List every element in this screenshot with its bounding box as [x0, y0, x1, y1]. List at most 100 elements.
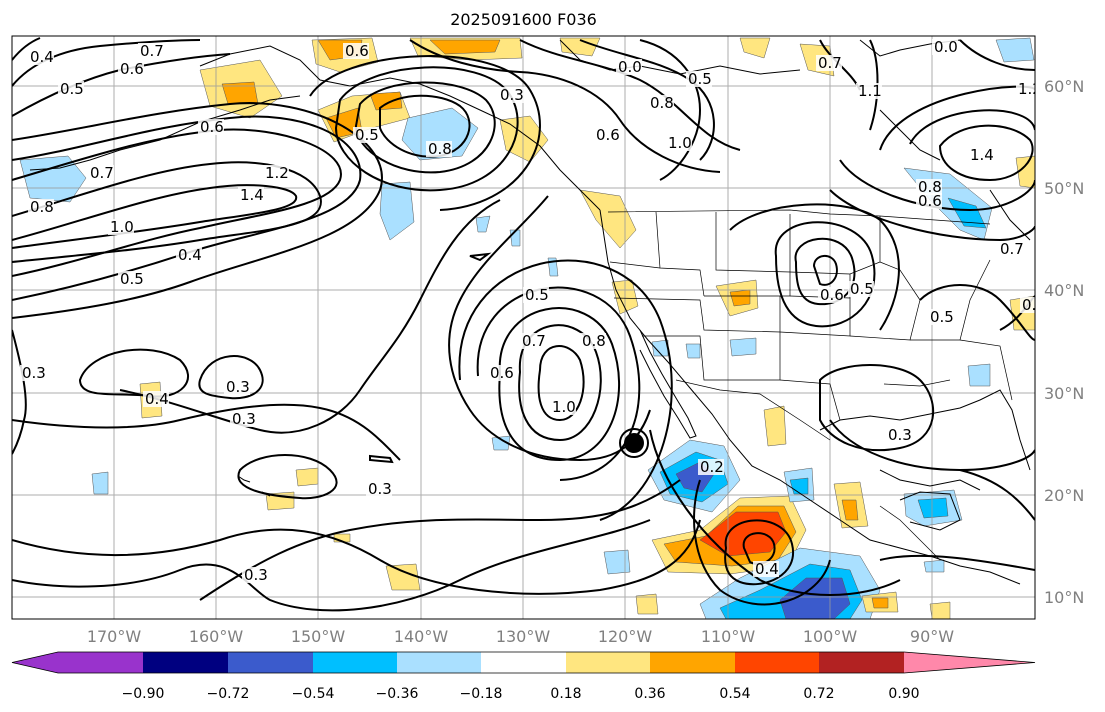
positive-anomaly-patch	[763, 405, 787, 447]
negative-anomaly-patch	[475, 215, 491, 233]
contour-label: 0.6	[596, 126, 620, 144]
contour-label: 1.1	[858, 82, 882, 100]
colorbar-segment	[313, 652, 397, 673]
contour-label-bg	[488, 365, 514, 381]
colorbar-label: 0.54	[719, 686, 750, 702]
contour-label: 0.6	[345, 42, 369, 60]
contour-label: 0.4	[30, 48, 54, 66]
negative-anomaly-patch	[491, 435, 511, 451]
contour-label: 0.4	[755, 560, 779, 578]
contour-label-bg	[523, 287, 549, 303]
contour-label: 0.3	[244, 566, 268, 584]
colorbar-segment	[58, 652, 143, 673]
colorbar-extend-high	[904, 652, 1035, 673]
contour-label-bg	[856, 83, 882, 99]
contour-label: 1.0	[552, 398, 576, 416]
positive-anomaly-patch	[295, 467, 319, 487]
positive-anomaly-patch	[385, 563, 421, 591]
contour-label: 0.5	[355, 126, 379, 144]
contour-label-bg	[753, 561, 779, 577]
positive-anomaly-patch	[221, 81, 259, 105]
contour-label-bg	[224, 379, 250, 395]
contour-label: 0.5	[120, 270, 144, 288]
contour-label-bg	[998, 241, 1024, 257]
contour-label-bg	[648, 95, 674, 111]
contour-label-bg	[118, 271, 144, 287]
colorbar-label: 0.72	[803, 686, 834, 702]
contour-label: 0.8	[918, 178, 942, 196]
contour-label: 0.6	[120, 60, 144, 78]
contour-label: 0.8	[650, 94, 674, 112]
contour-label: 1.0	[668, 134, 692, 152]
contour-label: 0.5	[525, 286, 549, 304]
contour-label: 1.2	[265, 164, 289, 182]
colorbar-segment	[481, 652, 566, 673]
contour-label: 0.7	[90, 164, 114, 182]
contour-label: 0.8	[582, 332, 606, 350]
colorbar-label: −0.72	[207, 686, 250, 702]
contour-label-bg	[550, 399, 576, 415]
contour-label: 0.7	[522, 332, 546, 350]
pressure-center-ring	[619, 428, 649, 458]
lat-label: 20°N	[1044, 486, 1084, 505]
colorbar-segment	[735, 652, 819, 673]
contour-label: 0.5	[930, 308, 954, 326]
colorbar-extend-low	[12, 652, 58, 673]
contour-label-bg	[816, 55, 842, 71]
contour-label: 0.6	[490, 364, 514, 382]
colorbar	[11, 651, 1036, 674]
contour-label: 0.7	[140, 42, 164, 60]
contour-label: 1.4	[240, 186, 264, 204]
lon-label: 130°W	[496, 627, 551, 646]
colorbar-outline	[11, 651, 1036, 674]
contour-label-bg	[366, 481, 392, 497]
pressure-center-marker	[624, 433, 644, 453]
contour-label-bg	[666, 135, 692, 151]
negative-anomaly-patch	[779, 577, 851, 619]
lon-label: 160°W	[189, 627, 244, 646]
contour-label-bg	[143, 391, 169, 407]
contour-label-bg	[916, 193, 942, 209]
negative-anomaly-patch	[685, 343, 701, 359]
contour-label-bg	[343, 43, 369, 59]
colorbar-segment	[143, 652, 228, 673]
contour-label-bg	[968, 147, 994, 163]
colorbar-labels: −0.90 −0.72 −0.54 −0.36 −0.18 0.18 0.36 …	[122, 686, 920, 702]
colorbar-label: 0.90	[888, 686, 919, 702]
positive-anomaly-patch	[729, 289, 751, 307]
negative-anomaly-patch	[947, 197, 987, 229]
colorbar-label: −0.90	[122, 686, 165, 702]
contour-label-bg	[263, 165, 289, 181]
colorbar-label: −0.36	[376, 686, 419, 702]
contour-label-bg	[58, 81, 84, 97]
contour-label: 0.5	[850, 280, 874, 298]
contour-label: 0.3	[226, 378, 250, 396]
positive-anomaly-patch	[841, 499, 859, 521]
contour-label: 1.4	[970, 146, 994, 164]
colorbar-label: −0.18	[460, 686, 503, 702]
contour-label-bg	[353, 127, 379, 143]
contour-label: 0.6	[1022, 296, 1046, 314]
contour-label: 0.5	[60, 80, 84, 98]
contour-label: 0.4	[145, 390, 169, 408]
negative-anomaly-patch	[651, 339, 669, 357]
contour-label: 0.0	[618, 58, 642, 76]
lat-label: 10°N	[1044, 588, 1084, 607]
contour-label: 0.3	[368, 480, 392, 498]
contour-label: 0.6	[820, 286, 844, 304]
contour-label-bg	[118, 61, 144, 77]
contour-label: 0.7	[818, 54, 842, 72]
lon-label: 100°W	[803, 627, 858, 646]
negative-anomaly-patch	[19, 155, 87, 203]
lat-label: 60°N	[1044, 77, 1084, 96]
contour-label: 1.2	[1018, 80, 1042, 98]
contour-label-bg	[28, 49, 54, 65]
contour-label-bg	[108, 219, 134, 235]
contour-label-bg	[580, 333, 606, 349]
contour-label-bg	[616, 59, 642, 75]
contour-label-bg	[1016, 81, 1035, 97]
latitude-labels: 60°N 50°N 40°N 30°N 20°N 10°N	[1044, 77, 1084, 607]
contour-label: 0.6	[918, 192, 942, 210]
contour-label-bg	[238, 187, 264, 203]
